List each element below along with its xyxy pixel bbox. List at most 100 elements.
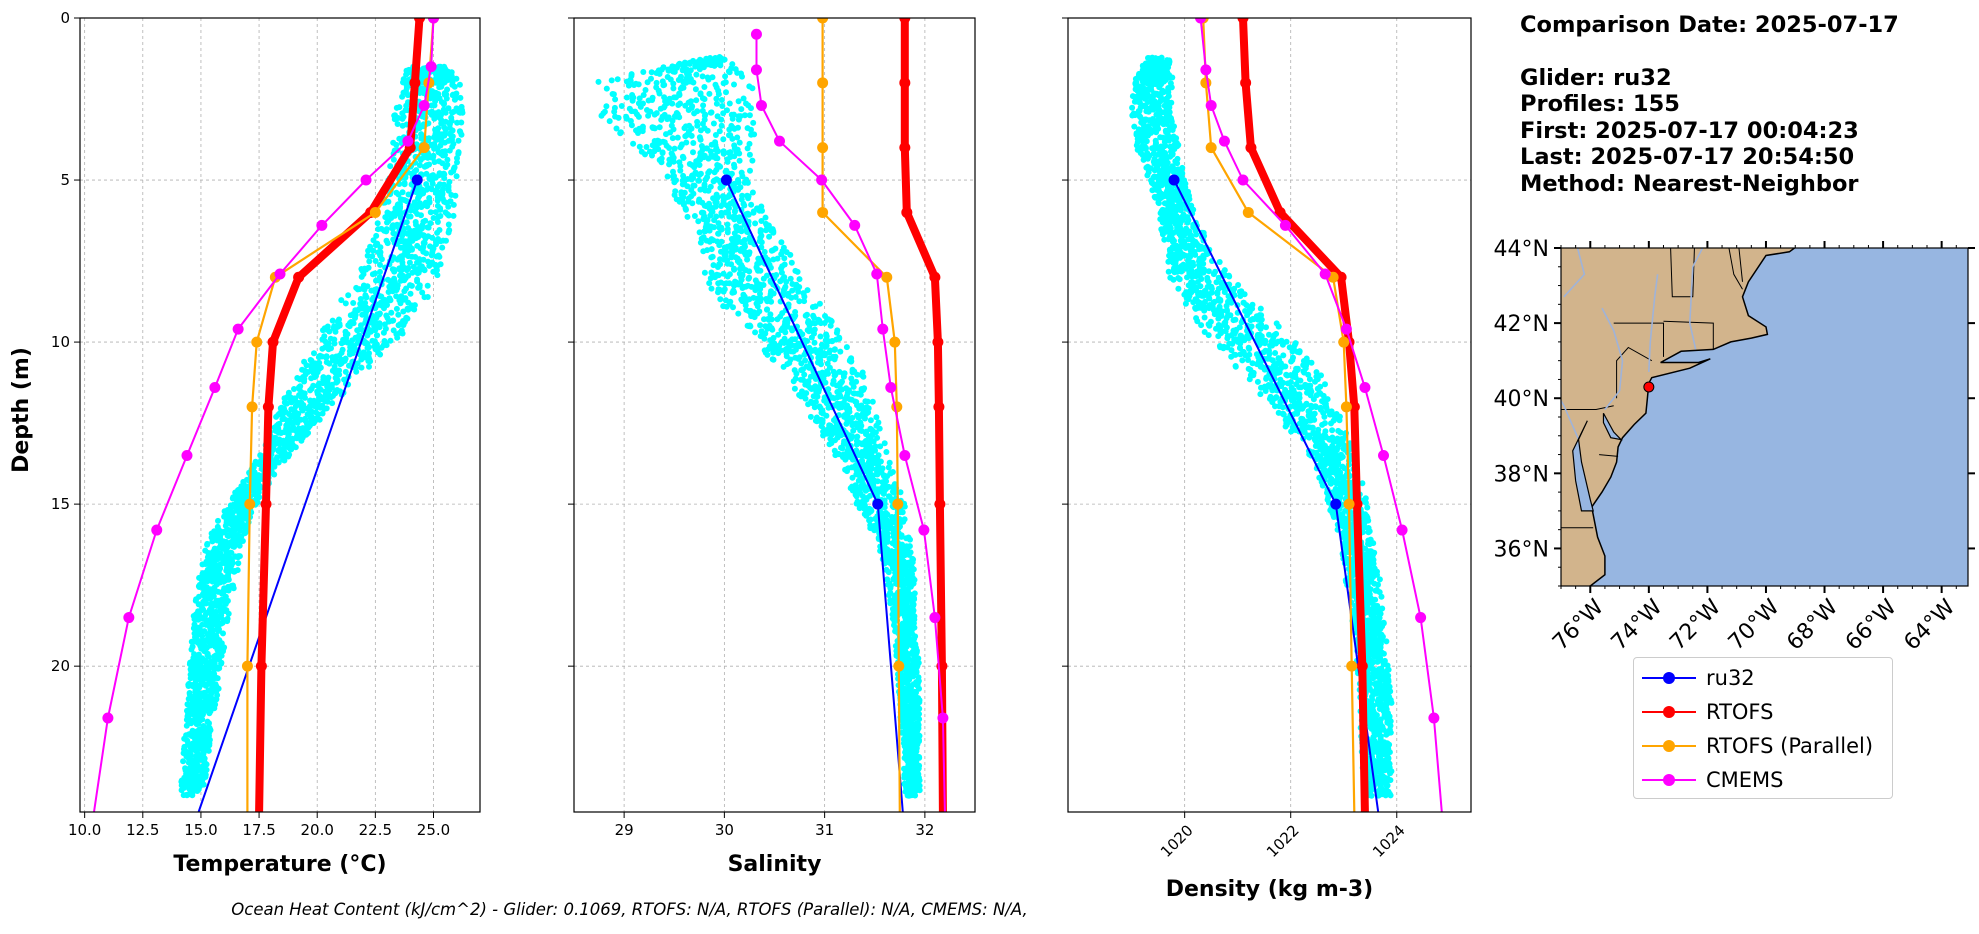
glider-scatter-point xyxy=(800,366,806,373)
glider-scatter-point xyxy=(869,454,876,461)
glider-scatter-point xyxy=(849,380,855,387)
glider-scatter-point xyxy=(611,104,618,111)
glider-scatter-point xyxy=(842,466,849,473)
glider-scatter-point xyxy=(358,273,365,280)
glider-scatter-point xyxy=(336,352,343,359)
glider-scatter-point xyxy=(277,405,284,412)
glider-scatter-point xyxy=(235,554,241,561)
glider-scatter-point xyxy=(677,167,684,174)
glider-scatter-point xyxy=(735,238,742,245)
glider-scatter-point xyxy=(206,670,213,677)
glider-scatter-point xyxy=(670,168,676,175)
glider-scatter-point xyxy=(898,624,905,631)
glider-scatter-point xyxy=(194,767,200,774)
glider-scatter-point xyxy=(230,525,237,531)
glider-scatter-point xyxy=(744,145,751,152)
glider-scatter-point xyxy=(441,63,448,70)
glider-scatter-point xyxy=(861,385,868,392)
glider-scatter-point xyxy=(448,114,455,121)
glider-scatter-point xyxy=(396,265,403,272)
glider-scatter-point xyxy=(212,534,219,541)
glider-scatter-point xyxy=(682,205,689,212)
glider-scatter-point xyxy=(690,182,697,189)
glider-scatter-point xyxy=(223,513,230,520)
glider-scatter-point xyxy=(757,295,764,302)
glider-scatter-point xyxy=(273,422,280,429)
glider-scatter-point xyxy=(885,569,892,576)
glider-scatter-point xyxy=(741,112,748,119)
glider-scatter-point xyxy=(197,734,204,741)
glider-scatter-point xyxy=(777,278,784,285)
glider-scatter-point xyxy=(750,119,757,126)
glider-scatter-point xyxy=(752,220,759,227)
glider-scatter-point xyxy=(441,171,448,178)
glider-scatter-point xyxy=(364,341,371,348)
glider-scatter-point xyxy=(196,695,203,702)
glider-scatter-point xyxy=(363,266,369,273)
glider-scatter-point xyxy=(735,185,742,192)
glider-scatter-point xyxy=(758,232,765,239)
glider-scatter-point xyxy=(363,294,370,301)
glider-scatter-point xyxy=(861,451,868,458)
glider-scatter-point xyxy=(670,85,677,92)
glider-scatter-point xyxy=(388,309,395,316)
glider-scatter-point xyxy=(229,509,236,516)
glider-scatter-point xyxy=(781,321,788,328)
glider-scatter-point xyxy=(612,113,619,120)
glider-scatter-point xyxy=(863,446,869,453)
glider-scatter-point xyxy=(765,316,771,322)
glider-scatter-point xyxy=(378,293,385,300)
glider-scatter-point xyxy=(400,296,407,303)
y-tick-label: 20 xyxy=(51,657,70,675)
glider-scatter-point xyxy=(223,607,230,614)
glider-scatter-point xyxy=(297,383,304,390)
glider-scatter-point xyxy=(658,116,665,123)
glider-scatter-point xyxy=(294,419,301,426)
glider-scatter-point xyxy=(298,389,305,396)
glider-scatter-point xyxy=(235,560,242,567)
glider-scatter-point xyxy=(289,426,296,433)
glider-scatter-point xyxy=(308,408,315,415)
glider-scatter-point xyxy=(225,583,232,590)
glider-scatter-point xyxy=(722,297,729,304)
series-marker-cmems xyxy=(274,268,286,280)
glider-scatter-point xyxy=(716,128,723,135)
glider-scatter-point xyxy=(194,781,201,788)
glider-scatter-point xyxy=(377,351,384,358)
glider-scatter-point xyxy=(223,517,230,524)
glider-scatter-point xyxy=(241,491,248,498)
glider-scatter-point xyxy=(828,440,835,447)
glider-scatter-point xyxy=(627,118,634,124)
glider-scatter-point xyxy=(636,143,643,150)
glider-scatter-point xyxy=(841,438,848,445)
glider-scatter-point xyxy=(902,722,909,729)
glider-scatter-point xyxy=(442,164,449,171)
glider-scatter-point xyxy=(788,348,795,355)
glider-scatter-point xyxy=(690,149,696,156)
glider-scatter-point xyxy=(744,192,751,199)
glider-scatter-point xyxy=(418,212,424,219)
glider-scatter-point xyxy=(718,122,725,129)
glider-scatter-point xyxy=(205,609,212,616)
glider-scatter-point xyxy=(868,426,875,433)
glider-scatter-point xyxy=(385,289,392,295)
series-marker-rtofs-parallel xyxy=(244,498,256,510)
glider-scatter-point xyxy=(680,172,687,179)
glider-scatter-point xyxy=(690,79,697,86)
glider-scatter-point xyxy=(319,410,326,417)
glider-scatter-point xyxy=(316,365,323,372)
glider-scatter-point xyxy=(884,522,891,529)
glider-scatter-point xyxy=(778,347,784,354)
glider-scatter-point xyxy=(791,367,798,374)
glider-scatter-point xyxy=(902,619,909,625)
glider-scatter-point xyxy=(881,440,888,447)
glider-scatter-point xyxy=(405,191,412,198)
glider-scatter-point xyxy=(891,622,897,629)
glider-scatter-point xyxy=(213,655,220,662)
glider-scatter-point xyxy=(449,81,456,88)
glider-scatter-point xyxy=(688,125,695,132)
glider-scatter-point xyxy=(353,368,360,375)
glider-scatter-point xyxy=(316,416,323,423)
glider-scatter-point xyxy=(837,348,844,355)
glider-scatter-point xyxy=(275,411,282,418)
